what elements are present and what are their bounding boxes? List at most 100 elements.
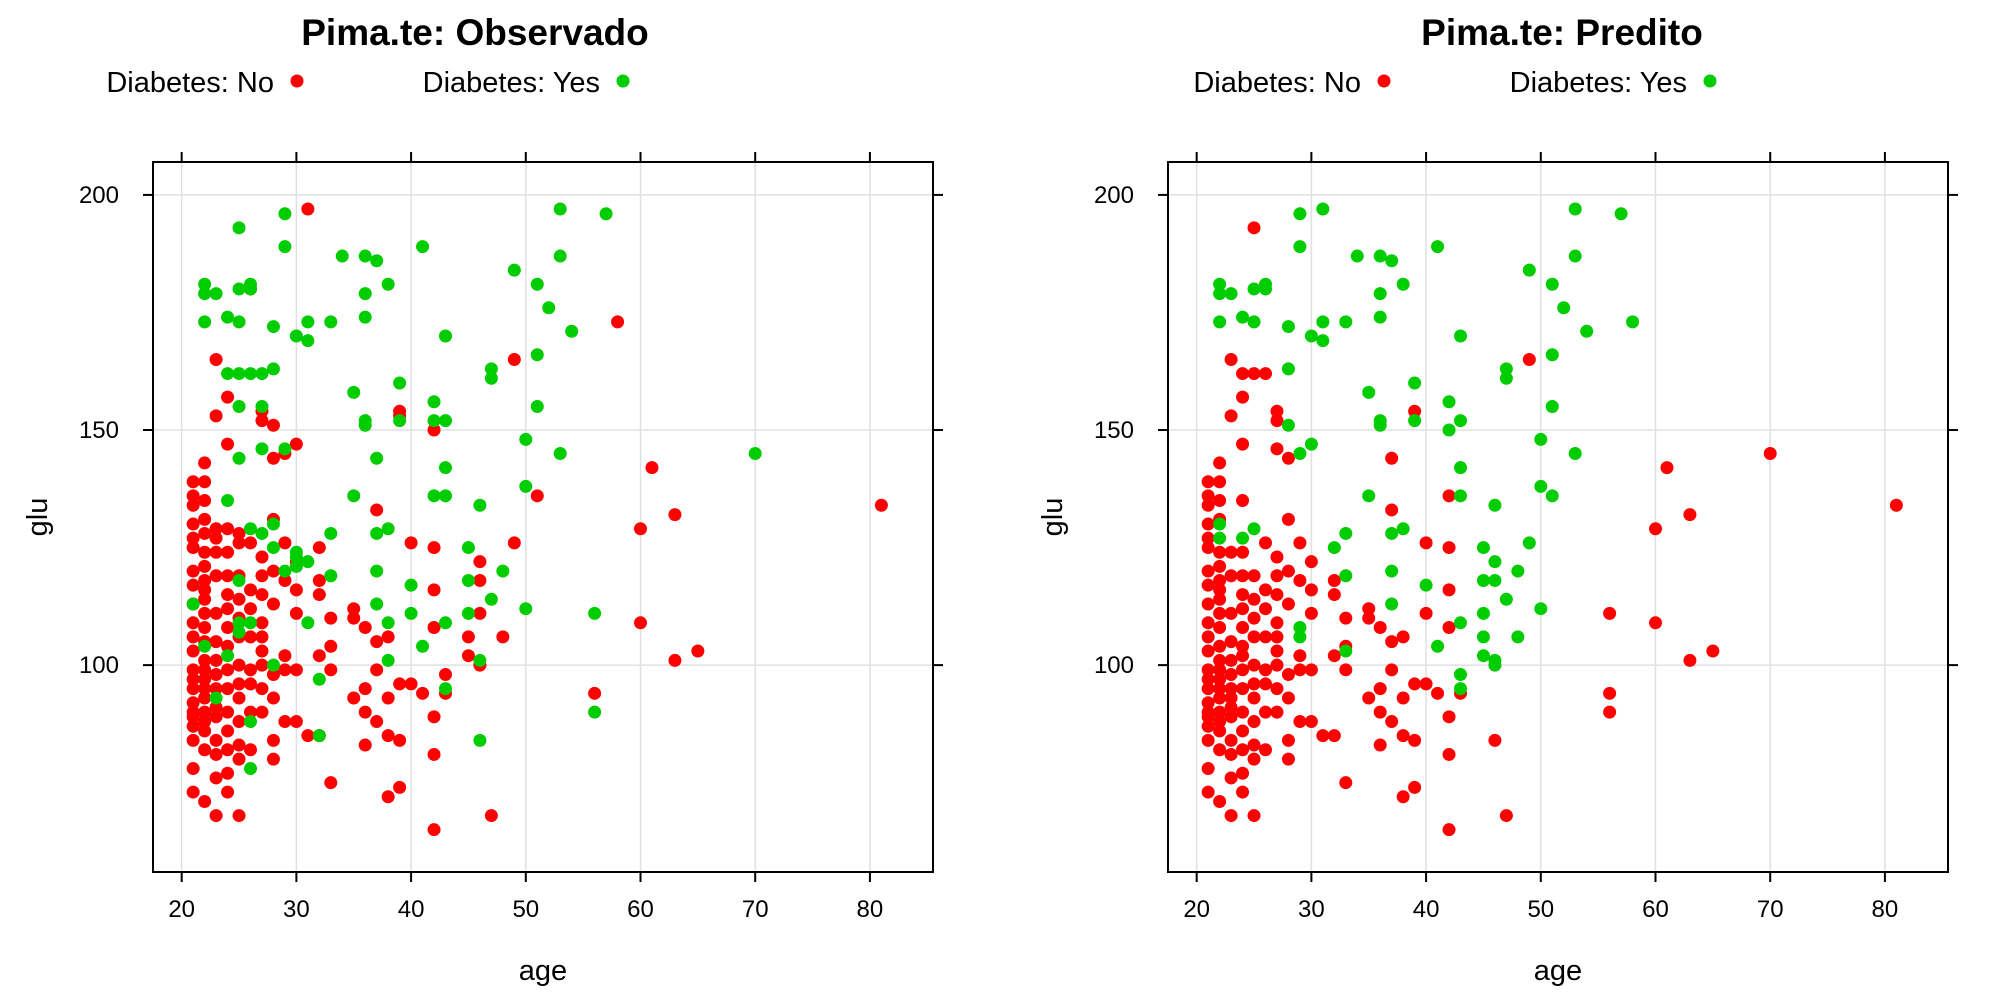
data-point [186,517,200,531]
data-point [186,719,200,733]
data-point [1213,794,1227,808]
data-point [1270,404,1284,418]
data-point [668,508,682,522]
x-axis-label: age [519,955,567,987]
data-point [1236,602,1250,616]
data-point [1236,649,1250,663]
data-point [221,602,235,616]
data-point [1270,442,1284,456]
data-point [255,550,269,564]
data-point [1327,588,1341,602]
data-point [221,390,235,404]
data-point [198,691,212,705]
data-point [312,729,326,743]
data-point [1259,705,1272,719]
data-point [427,489,441,503]
data-point [519,602,533,616]
data-point [1454,682,1467,696]
data-point [691,644,705,658]
data-point [1454,489,1467,503]
data-point [198,794,212,808]
data-point [427,747,441,761]
data-point [1259,663,1272,677]
data-point [416,240,430,254]
data-point [1488,555,1502,569]
x-tick-label: 70 [1757,896,1784,923]
data-point [1224,635,1238,649]
data-point [186,489,200,503]
data-point [1614,207,1628,221]
data-point [611,315,625,329]
data-point [1281,451,1295,465]
data-point [198,315,212,329]
data-point [1247,809,1261,823]
data-point [404,578,418,592]
data-point [1224,569,1238,583]
data-point [1499,592,1513,606]
data-point [1373,310,1387,324]
data-point [1247,315,1261,329]
data-point [1396,790,1410,804]
data-point [645,461,659,475]
data-point [232,221,246,235]
data-point [1247,738,1261,752]
data-point [1224,668,1238,682]
data-point [278,663,292,677]
data-point [553,447,567,461]
data-point [473,653,487,667]
data-point [1201,733,1215,747]
data-point [461,606,475,620]
data-point [209,287,223,301]
data-point [1362,691,1376,705]
data-point [1511,630,1525,644]
data-point [244,277,257,291]
data-point [1568,447,1582,461]
data-point [1236,545,1250,559]
data-point [416,639,430,653]
data-point [1213,653,1227,667]
data-point [301,202,315,216]
data-point [1236,367,1250,381]
data-point [255,588,269,602]
data-point [1568,202,1582,216]
data-point [255,616,269,630]
data-point [289,545,303,559]
data-point [312,649,326,663]
data-point [244,522,257,536]
data-point [1304,606,1318,620]
data-point [393,414,407,428]
data-point [1201,475,1215,489]
data-point [209,771,223,785]
data-point [1557,301,1571,315]
data-point [370,526,384,540]
data-point [1339,611,1353,625]
data-point [209,653,223,667]
data-point [1327,649,1341,663]
data-point [186,644,200,658]
data-point [255,644,269,658]
data-point [1213,639,1227,653]
data-point [1224,606,1238,620]
data-point [289,583,303,597]
data-point [1281,512,1295,526]
data-point [186,616,200,630]
data-point [1534,432,1548,446]
data-point [289,559,303,573]
data-point [381,522,395,536]
data-point [1385,526,1399,540]
legend-marker [290,74,304,88]
data-point [1373,682,1387,696]
data-point [416,686,430,700]
data-point [1373,249,1387,263]
data-point [221,569,235,583]
data-point [358,287,372,301]
data-point [439,489,452,503]
data-point [1259,602,1272,616]
data-point [1454,414,1467,428]
data-point [255,630,269,644]
data-point [1373,705,1387,719]
data-point [244,743,257,757]
data-point [266,658,280,672]
data-point [1396,630,1410,644]
data-point [1213,592,1227,606]
